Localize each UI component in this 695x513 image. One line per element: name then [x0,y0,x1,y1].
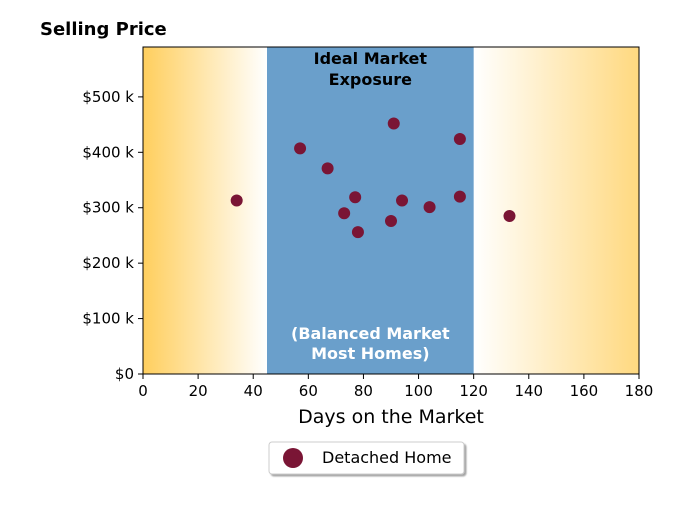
data-point-0 [230,194,243,207]
data-point-9 [423,201,436,214]
x-tick-label: 20 [189,382,208,400]
x-tick-label: 100 [404,382,433,400]
x-axis: 0 20 40 60 80 100 120 140 160 180 [138,374,653,400]
y-axis: $0 $100 k $200 k $300 k $400 k $500 k [82,88,143,383]
x-tick-label: 140 [514,382,543,400]
data-point-12 [503,210,516,223]
band-bottom-label-line2: Most Homes) [311,344,429,363]
y-tick-label: $100 k [82,310,134,328]
x-axis-label: Days on the Market [298,406,484,428]
y-tick-label: $300 k [82,199,134,217]
data-point-10 [453,133,466,146]
data-point-3 [338,207,351,220]
data-point-11 [453,190,466,203]
data-point-2 [321,162,334,175]
x-tick-label: 0 [138,382,148,400]
ideal-exposure-band [267,47,474,374]
y-tick-label: $400 k [82,143,134,161]
data-point-1 [294,142,307,155]
band-bottom-label-line1: (Balanced Market [291,324,450,343]
data-point-4 [349,191,362,204]
legend-marker [283,448,303,468]
y-tick-label: $500 k [82,88,134,106]
x-tick-label: 160 [570,382,599,400]
data-point-8 [396,194,409,207]
data-point-7 [387,117,400,130]
gradient-right [473,47,639,374]
band-labels: Ideal Market Exposure (Balanced MarketMost… [291,49,450,363]
gradient-left [143,47,267,374]
legend-box [268,441,465,475]
chart-title: Selling Price [40,19,167,40]
x-tick-label: 80 [354,382,373,400]
y-tick-label: $0 [115,365,134,383]
x-tick-label: 120 [459,382,488,400]
band-top-label-line1: Ideal Market [314,49,428,68]
data-point-6 [385,215,397,228]
x-tick-label: 40 [244,382,263,400]
data-point-5 [351,226,364,239]
plot-frame [142,46,640,375]
band-top-label-line2: Exposure [329,70,413,89]
data-points [230,117,516,239]
legend: Detached Home [268,441,465,475]
x-tick-label: 60 [299,382,318,400]
x-tick-label: 180 [625,382,654,400]
plot-background [143,47,639,374]
legend-label: Detached Home [322,448,452,467]
y-tick-label: $200 k [82,254,134,272]
